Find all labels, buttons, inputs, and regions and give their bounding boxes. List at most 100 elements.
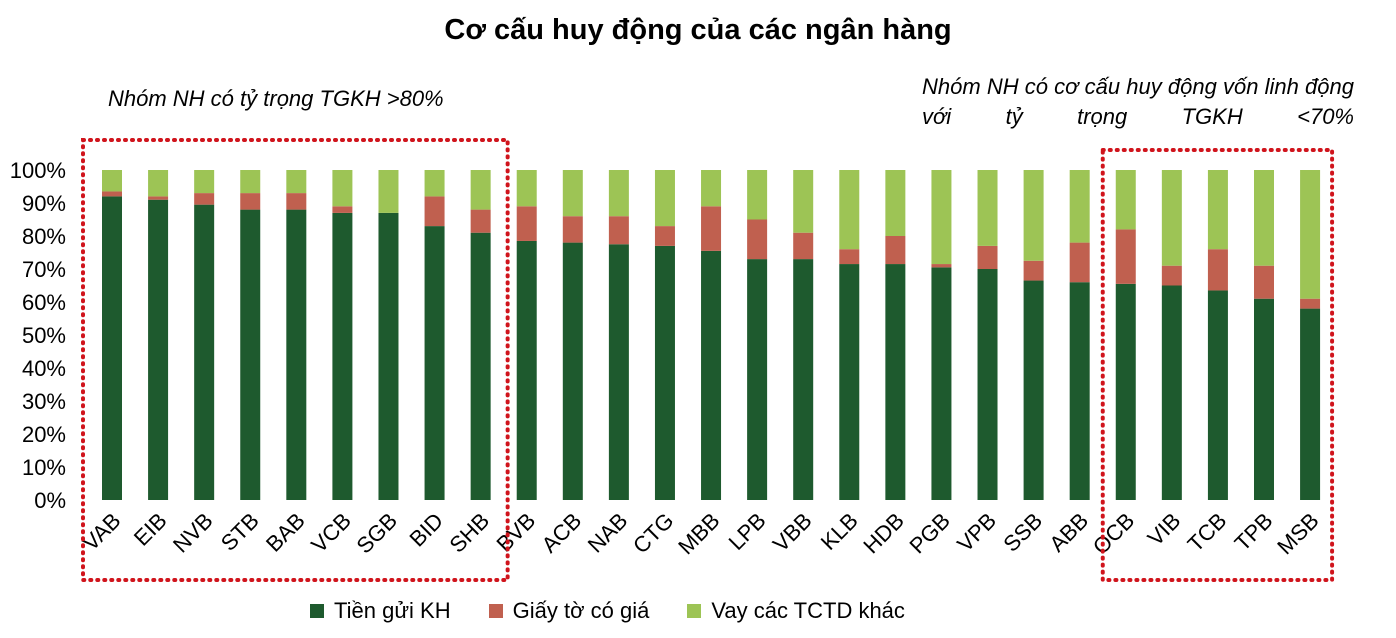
x-tick-label: VAB [78,508,126,556]
bar-segment-eib-1 [148,196,169,200]
x-tick-label: KLB [816,508,863,555]
bar-segment-vab-0 [102,196,122,500]
bar-segment-ctg-1 [654,226,675,246]
annotation-flexible-group: Nhóm NH có cơ cấu huy động vốn linh động… [922,74,1354,129]
y-tick-label: 30% [22,389,66,414]
y-tick-label: 80% [22,224,66,249]
bar-segment-tpb-2 [1254,170,1274,266]
y-tick-label: 20% [22,422,66,447]
x-tick-label: ABB [1044,508,1093,557]
bar-segment-bvb-2 [516,170,537,207]
bar-segment-vpb-2 [977,170,998,246]
bar-segment-shb-2 [470,170,491,210]
x-tick-label: BAB [261,508,310,557]
highlight-box-high-deposit [81,138,510,582]
bar-segment-ssb-0 [1023,280,1044,500]
bar-segment-nab-2 [608,170,629,217]
legend-swatch [687,604,702,618]
bar-segment-pgb-2 [931,170,952,265]
y-tick-label: 70% [22,257,66,282]
bar-segment-vcb-2 [332,170,353,207]
bar-segment-bid-0 [424,226,445,500]
bar-segment-vib-2 [1161,170,1182,266]
bar-segment-klb-0 [839,264,860,500]
bar-segment-msb-1 [1300,298,1321,309]
bar-segment-vbb-1 [793,232,814,260]
legend-item-interbank-loans: Vay các TCTD khác [687,598,905,624]
x-tick-label: NAB [583,508,633,558]
bar-segment-pgb-0 [931,267,952,500]
bar-segment-klb-2 [839,170,860,250]
x-tick-label: VBB [768,508,817,557]
bar-segment-ctg-0 [654,245,675,500]
bar-segment-ctg-2 [654,170,675,227]
bar-segment-mbb-1 [701,206,722,251]
bar-segment-vbb-2 [793,170,814,233]
bar-segment-mbb-0 [701,250,722,500]
bar-segment-nab-1 [608,216,629,245]
x-tick-label: TCB [1183,508,1232,557]
bar-segment-tcb-1 [1207,249,1228,291]
bar-segment-tcb-2 [1207,170,1228,250]
legend-label: Giấy tờ có giá [512,598,650,623]
y-tick-label: 40% [22,356,66,381]
chart-title: Cơ cấu huy động của các ngân hàng [444,14,952,46]
y-tick-label: 60% [22,290,66,315]
bar-segment-stb-0 [240,209,261,500]
bar-segment-ssb-2 [1023,170,1044,261]
bar-segment-mbb-2 [701,170,722,207]
legend-swatch [488,604,503,618]
x-tick-label: BID [404,508,448,552]
bar-segment-nab-0 [608,244,629,500]
bar-segment-hdb-1 [885,236,906,265]
bar-segment-bid-1 [424,196,445,227]
bar-segment-lpb-0 [747,259,768,500]
bar-segment-ocb-1 [1115,229,1136,284]
x-tick-label: PGB [904,508,955,559]
bar-segment-acb-0 [562,242,583,500]
x-tick-label: NVB [168,508,218,558]
bar-segment-pgb-1 [931,264,952,268]
legend-item-deposits: Tiền gửi KH [310,598,451,624]
bar-segment-vpb-1 [977,245,998,269]
legend-swatch [310,604,324,618]
x-tick-label: MSB [1272,508,1323,559]
bar-segment-hdb-0 [885,264,906,500]
bar-segment-bab-2 [286,170,307,194]
bar-segment-vbb-0 [793,259,814,500]
legend-label: Tiền gửi KH [334,598,451,623]
y-tick-label: 50% [22,323,66,348]
bar-segment-eib-2 [148,170,169,197]
highlight-box-flexible [1100,148,1335,582]
bar-segment-vab-1 [102,191,122,197]
bar-segment-vcb-0 [332,212,353,500]
bar-segment-nvb-2 [194,170,215,194]
bar-segment-shb-0 [470,232,491,500]
x-tick-label: ACB [537,508,587,558]
bar-segment-lpb-2 [747,170,768,220]
bar-segment-sgb-2 [378,170,399,213]
x-tick-label: HDB [858,508,909,559]
bar-segment-acb-1 [562,216,583,243]
y-tick-label: 90% [22,191,66,216]
x-tick-label: SHB [445,508,495,558]
y-tick-label: 0% [34,488,66,513]
x-tick-label: SGB [351,508,402,559]
bar-segment-eib-0 [148,199,169,500]
x-tick-label: VIB [1143,508,1186,551]
bar-segment-bvb-1 [516,206,537,241]
bar-segment-tcb-0 [1207,290,1228,500]
bar-segment-msb-0 [1300,308,1321,500]
bar-segment-tpb-0 [1254,298,1274,500]
x-tick-label: OCB [1088,508,1139,559]
bar-segment-stb-1 [240,193,261,210]
bar-segment-nvb-1 [194,193,215,205]
bar-segment-vib-0 [1161,285,1182,500]
bar-segment-tpb-1 [1254,265,1274,299]
bar-segment-klb-1 [839,249,860,265]
bar-segment-vab-2 [102,170,122,192]
x-tick-label: TPB [1230,508,1278,556]
legend-label: Vay các TCTD khác [711,598,905,623]
x-tick-label: BVB [491,508,540,557]
